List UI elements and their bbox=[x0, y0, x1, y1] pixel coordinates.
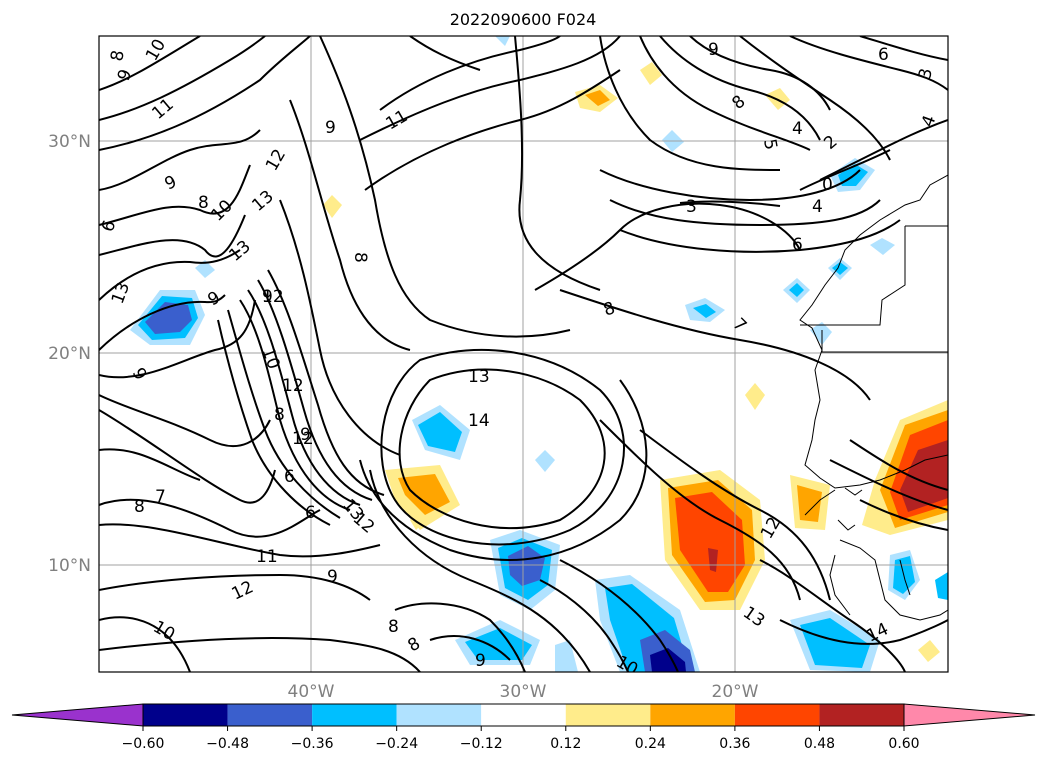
lat-label-30n: 30°N bbox=[48, 132, 91, 152]
colorbar-segment bbox=[650, 704, 735, 726]
contour-label: 12 bbox=[292, 429, 314, 449]
contour-label: 8 bbox=[388, 617, 399, 637]
colorbar: −0.60 −0.48 −0.36 −0.24 −0.12 0.12 0.24 0.36 0.4… bbox=[11, 703, 1036, 752]
contour-label: 6 bbox=[284, 467, 295, 487]
colorbar-tick-label: 0.24 bbox=[635, 736, 666, 752]
longitude-labels: 40°W 30°W 20°W bbox=[288, 682, 759, 702]
contour-label: 9 bbox=[327, 567, 338, 587]
colorbar-tick-label: −0.24 bbox=[375, 736, 418, 752]
contour-label: 4 bbox=[792, 119, 803, 139]
contour-label: 5 bbox=[759, 137, 781, 151]
colorbar-tick-label: −0.12 bbox=[460, 736, 503, 752]
colorbar-segment bbox=[227, 704, 313, 726]
contour-label: 3 bbox=[686, 197, 697, 217]
contour-label: 13 bbox=[468, 367, 490, 387]
contour-label: 11 bbox=[256, 547, 278, 567]
contour-label: 3 bbox=[915, 67, 937, 81]
lat-label-20n: 20°N bbox=[48, 344, 91, 364]
contour-label: 4 bbox=[812, 197, 823, 217]
contour-label: 8 bbox=[134, 497, 145, 517]
contour-label: 9 bbox=[708, 40, 719, 60]
contour-lines bbox=[99, 36, 948, 672]
colorbar-segment bbox=[396, 704, 482, 726]
colorbar-frame bbox=[142, 703, 905, 727]
contour-label: 6 bbox=[305, 503, 316, 523]
colorbar-extend-low bbox=[11, 703, 144, 727]
lon-label-30w: 30°W bbox=[500, 682, 547, 702]
lon-label-20w: 20°W bbox=[712, 682, 759, 702]
contour-label: 6 bbox=[792, 235, 803, 255]
colorbar-segment bbox=[312, 704, 397, 726]
contour-label: 9 bbox=[475, 651, 486, 671]
contour-label: 12 bbox=[262, 287, 284, 307]
contour-label: 14 bbox=[468, 411, 490, 431]
coastlines bbox=[799, 174, 948, 621]
colorbar-segment bbox=[565, 704, 651, 726]
colorbar-tick-label: 0.12 bbox=[550, 736, 581, 752]
contour-label: 8 bbox=[198, 193, 209, 213]
contour-label: 9 bbox=[262, 287, 273, 307]
figure-title: 2022090600 F024 bbox=[450, 10, 597, 29]
colorbar-tick-label: 0.60 bbox=[888, 736, 919, 752]
lon-label-40w: 40°W bbox=[288, 682, 335, 702]
colorbar-tick-label: 0.36 bbox=[719, 736, 750, 752]
map-panel: 10 9 8 11 9 8 9 12 13 10 9 6 13 9 12 13 … bbox=[98, 35, 949, 673]
colorbar-extend-high bbox=[903, 703, 1036, 727]
colorbar-segment bbox=[734, 704, 820, 726]
colorbar-segment bbox=[143, 704, 228, 726]
contour-label: 7 bbox=[155, 487, 166, 507]
latitude-labels: 30°N 20°N 10°N bbox=[48, 132, 91, 576]
contour-label: 9 bbox=[325, 118, 336, 138]
contour-label: 8 bbox=[274, 405, 285, 425]
colorbar-segment bbox=[481, 704, 566, 726]
lat-label-10n: 10°N bbox=[48, 556, 91, 576]
colorbar-tick-label: −0.60 bbox=[122, 736, 165, 752]
colorbar-tick-label: −0.36 bbox=[291, 736, 334, 752]
contour-label: 8 bbox=[107, 49, 129, 63]
contour-label: 0 bbox=[822, 175, 833, 195]
colorbar-tick-label: 0.48 bbox=[804, 736, 835, 752]
colorbar-segment bbox=[819, 704, 904, 726]
contour-label: 12 bbox=[282, 376, 304, 396]
contour-label: 9 bbox=[300, 425, 311, 445]
colorbar-tick-label: −0.48 bbox=[206, 736, 249, 752]
contour-label: 6 bbox=[878, 45, 889, 65]
contour-label: 8 bbox=[350, 252, 370, 263]
